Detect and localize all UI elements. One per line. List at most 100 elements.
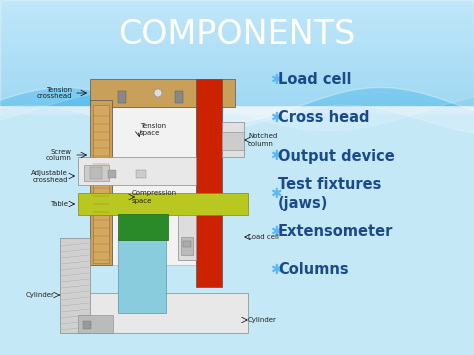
Bar — [0, 42, 474, 43]
Bar — [112, 107, 196, 265]
Bar — [0, 14, 474, 15]
Text: Compression
space: Compression space — [132, 191, 177, 203]
Bar — [0, 39, 474, 40]
Bar — [0, 46, 474, 47]
Bar — [0, 16, 474, 17]
Bar — [0, 59, 474, 60]
Bar — [83, 321, 91, 329]
Bar — [118, 214, 168, 240]
Bar — [222, 122, 244, 157]
Bar — [0, 100, 474, 101]
Bar — [0, 70, 474, 71]
Bar — [0, 97, 474, 98]
Bar — [0, 21, 474, 22]
Bar — [78, 193, 248, 215]
Bar — [0, 60, 474, 61]
Bar — [0, 5, 474, 6]
Bar — [0, 99, 474, 100]
Bar — [0, 92, 474, 93]
Bar — [0, 49, 474, 50]
Text: Cylinder: Cylinder — [26, 292, 55, 298]
Bar — [222, 132, 244, 150]
Bar — [0, 25, 474, 26]
Bar — [0, 89, 474, 90]
Bar — [0, 40, 474, 41]
Bar — [0, 67, 474, 68]
Bar — [0, 71, 474, 72]
Bar — [78, 315, 113, 333]
Bar — [0, 58, 474, 59]
Text: Tension
crosshead: Tension crosshead — [36, 87, 72, 99]
Bar — [0, 78, 474, 79]
Text: Notched
column: Notched column — [248, 133, 277, 147]
Bar — [0, 28, 474, 29]
Text: Columns: Columns — [278, 262, 348, 278]
Bar — [118, 91, 126, 103]
Bar — [0, 33, 474, 34]
Bar — [0, 61, 474, 62]
Bar — [118, 238, 166, 313]
Bar — [0, 17, 474, 18]
Bar — [0, 77, 474, 78]
Bar — [0, 66, 474, 67]
Text: Cylinder: Cylinder — [248, 317, 277, 323]
Bar — [0, 104, 474, 105]
Bar — [0, 10, 474, 11]
Text: ✱: ✱ — [270, 225, 282, 239]
Bar — [0, 51, 474, 52]
Bar — [78, 157, 196, 185]
Bar — [0, 84, 474, 85]
Bar — [0, 41, 474, 42]
Text: Load cell: Load cell — [248, 234, 279, 240]
Bar — [0, 101, 474, 102]
Bar — [0, 30, 474, 31]
Bar — [90, 100, 112, 265]
Text: Adjustable
crosshead: Adjustable crosshead — [31, 169, 68, 182]
Text: COMPONENTS: COMPONENTS — [118, 18, 356, 51]
Bar — [0, 93, 474, 94]
Bar — [0, 62, 474, 63]
Bar — [0, 27, 474, 28]
Bar — [178, 215, 196, 260]
Bar — [0, 73, 474, 74]
Text: Tension
space: Tension space — [140, 124, 166, 137]
Bar — [90, 79, 235, 107]
Bar — [136, 170, 146, 178]
Bar — [0, 55, 474, 56]
Bar — [181, 237, 193, 255]
Bar — [0, 95, 474, 96]
Bar — [0, 54, 474, 55]
Bar — [0, 12, 474, 13]
Bar — [0, 75, 474, 76]
Bar — [0, 90, 474, 91]
Bar — [0, 102, 474, 103]
Bar — [0, 57, 474, 58]
Bar — [175, 91, 183, 103]
Bar — [0, 9, 474, 10]
Bar — [0, 64, 474, 65]
Text: Output device: Output device — [278, 148, 395, 164]
Text: Extensometer: Extensometer — [278, 224, 393, 240]
Bar — [0, 91, 474, 92]
Bar — [0, 80, 474, 81]
Bar — [90, 167, 102, 179]
Bar — [183, 241, 191, 247]
Bar — [0, 2, 474, 3]
Bar — [0, 3, 474, 4]
Bar — [0, 50, 474, 51]
Bar — [0, 82, 474, 83]
Bar — [108, 170, 116, 178]
Bar — [0, 15, 474, 16]
Bar — [0, 32, 474, 33]
Bar — [93, 105, 109, 263]
Bar — [0, 87, 474, 88]
Bar — [0, 115, 474, 355]
Bar — [0, 79, 474, 80]
Bar — [0, 81, 474, 82]
Text: ✱: ✱ — [270, 111, 282, 125]
Bar — [0, 24, 474, 25]
Bar — [0, 23, 474, 24]
Bar — [0, 68, 474, 69]
Bar — [0, 94, 474, 95]
Bar — [0, 0, 474, 1]
